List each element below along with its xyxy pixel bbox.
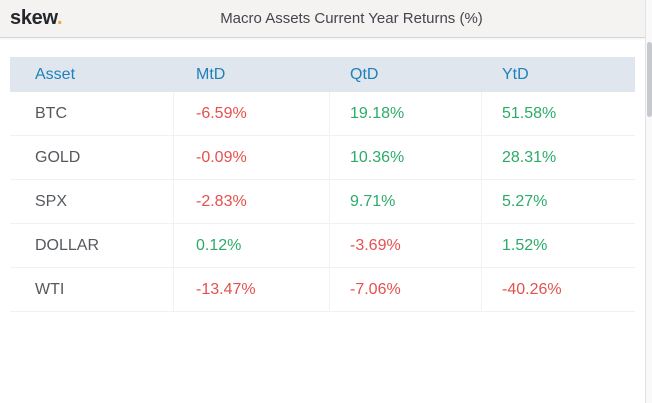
table-row: BTC -6.59% 19.18% 51.58%: [10, 92, 635, 136]
skew-logo[interactable]: skew.: [10, 7, 63, 30]
cell-qtd: -3.69%: [330, 224, 482, 267]
cell-ytd: 5.27%: [502, 192, 548, 210]
column-header-ytd: YtD: [502, 65, 529, 83]
scrollbar-thumb[interactable]: [647, 42, 652, 117]
cell-qtd: 9.71%: [330, 180, 482, 223]
cell-qtd: -7.06%: [330, 268, 482, 311]
column-header-asset: Asset: [35, 65, 76, 83]
returns-table: Asset MtD QtD YtD BTC -6.59% 19.18% 51.5…: [10, 57, 635, 312]
cell-mtd: -0.09%: [174, 136, 330, 179]
cell-asset: DOLLAR: [10, 224, 174, 267]
table-row: GOLD -0.09% 10.36% 28.31%: [10, 136, 635, 180]
vertical-scrollbar[interactable]: [645, 0, 652, 403]
page-title: Macro Assets Current Year Returns (%): [220, 10, 483, 27]
cell-mtd: -2.83%: [174, 180, 330, 223]
cell-asset: SPX: [10, 180, 174, 223]
table-row: WTI -13.47% -7.06% -40.26%: [10, 268, 635, 312]
cell-asset: GOLD: [10, 136, 174, 179]
cell-mtd: -6.59%: [174, 92, 330, 135]
cell-ytd: 51.58%: [502, 104, 557, 122]
cell-mtd: 0.12%: [174, 224, 330, 267]
table-row: SPX -2.83% 9.71% 5.27%: [10, 180, 635, 224]
cell-ytd: -40.26%: [502, 280, 562, 298]
cell-qtd: 10.36%: [330, 136, 482, 179]
column-header-mtd: MtD: [196, 65, 226, 83]
cell-ytd: 1.52%: [502, 236, 548, 254]
table-row: DOLLAR 0.12% -3.69% 1.52%: [10, 224, 635, 268]
cell-asset: WTI: [10, 268, 174, 311]
column-header-qtd: QtD: [350, 65, 379, 83]
cell-mtd: -13.47%: [174, 268, 330, 311]
cell-asset: BTC: [10, 92, 174, 135]
logo-dot: .: [56, 7, 63, 29]
table-header-row: Asset MtD QtD YtD: [10, 57, 635, 92]
cell-qtd: 19.18%: [330, 92, 482, 135]
logo-text: skew: [10, 7, 57, 29]
top-app-bar: skew. Macro Assets Current Year Returns …: [0, 0, 645, 38]
cell-ytd: 28.31%: [502, 148, 557, 166]
